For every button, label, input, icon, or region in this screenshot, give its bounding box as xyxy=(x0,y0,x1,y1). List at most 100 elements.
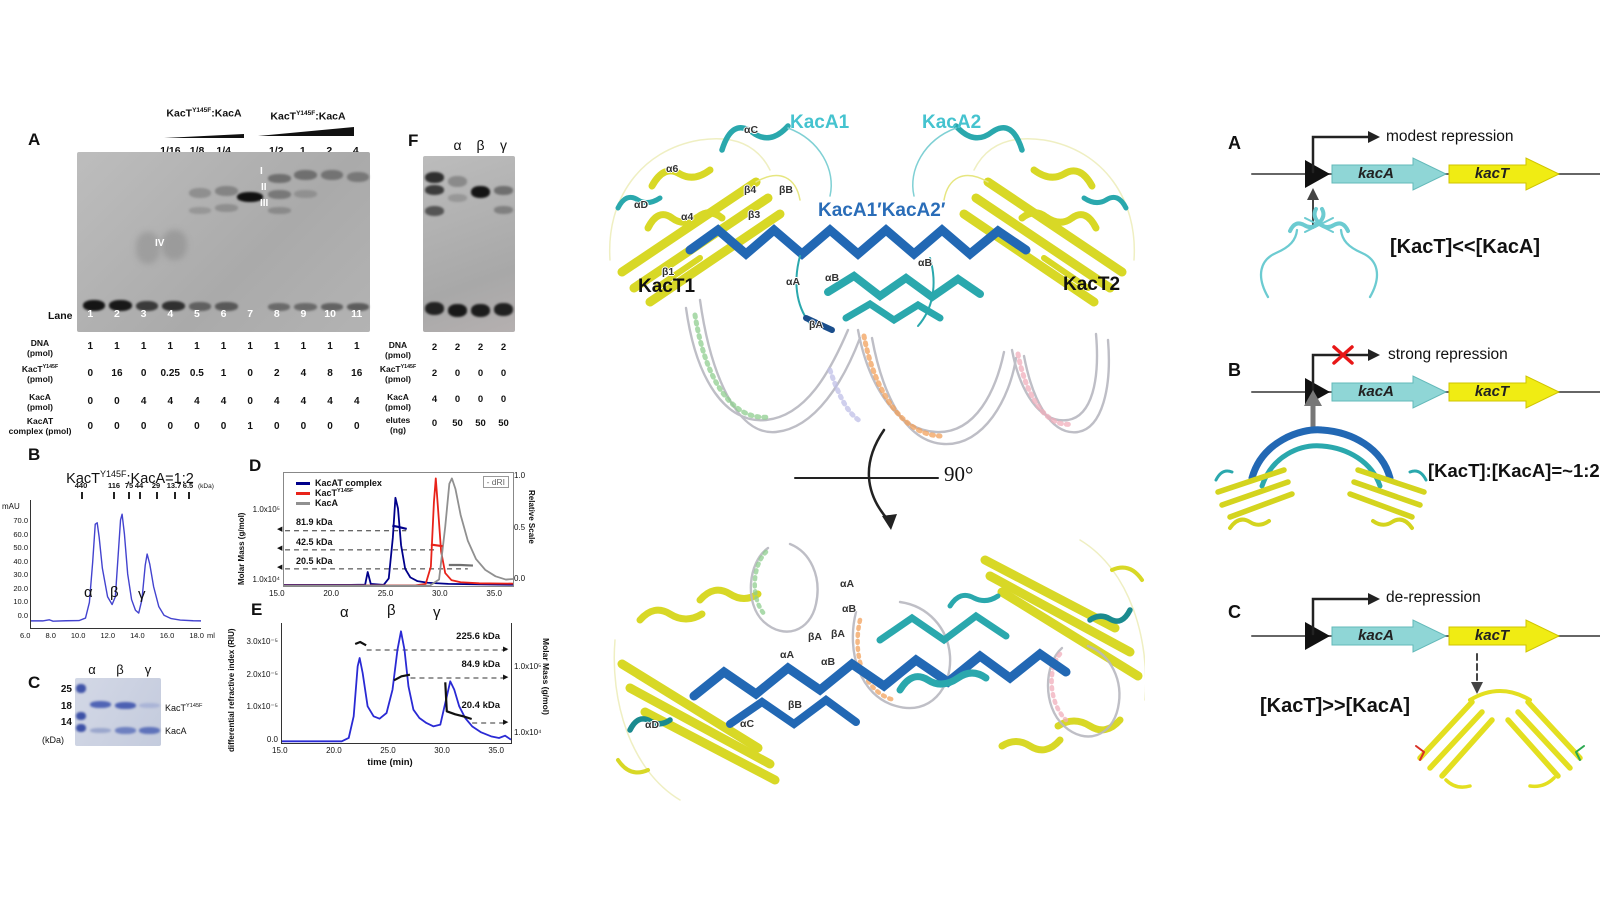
band-label-III: III xyxy=(260,198,269,209)
model-c-outcome: de-repression xyxy=(1386,589,1481,606)
table-cell: 0 xyxy=(300,421,307,432)
structure-art xyxy=(608,95,1145,801)
marker-tick xyxy=(113,492,115,499)
table-cell: 1 xyxy=(247,421,253,432)
titration-wedge-thick xyxy=(258,127,354,136)
marker-29: 29 xyxy=(151,481,161,490)
marker-size: 25 xyxy=(60,684,72,695)
table-cell: 1 xyxy=(220,341,227,352)
table-cell: 0 xyxy=(477,394,484,405)
e-right-tick-2: 1.0x10⁴ xyxy=(514,728,542,737)
gel-band xyxy=(448,304,467,317)
model-c-label: C xyxy=(1228,602,1241,622)
lane-number: 11 xyxy=(351,308,363,320)
sec-yticks: 70.0 60.0 50.0 40.0 30.0 20.0 10.0 0.0 xyxy=(4,516,28,620)
legend-row: KacTY145F xyxy=(296,488,382,498)
row-label: KacA (pmol) xyxy=(385,391,411,412)
table-cell: 0 xyxy=(431,418,438,429)
mass-42.5 xyxy=(431,545,443,547)
gel-band xyxy=(115,727,136,734)
lane-number: 5 xyxy=(193,308,200,320)
kact-dimer-art xyxy=(1415,689,1585,789)
arrow-left-icon: ◀ xyxy=(277,564,283,571)
x-axis-unit: ml xyxy=(207,631,215,640)
panel-c-label: C xyxy=(28,673,41,692)
helix-label: αD xyxy=(645,719,660,731)
arrowhead xyxy=(1368,349,1380,361)
mass-84.9 xyxy=(394,675,410,681)
table-cell: 2 xyxy=(274,368,280,379)
lane-number: 10 xyxy=(324,308,336,320)
gel-band xyxy=(294,303,317,311)
x-tick: 18.0 xyxy=(189,631,204,640)
d-right-axis-label: Relative Scale xyxy=(527,490,536,544)
sec-plot-area: α β γ xyxy=(30,500,201,629)
gel-band xyxy=(139,727,160,734)
gel-band xyxy=(136,301,158,311)
table-cell: 1 xyxy=(194,341,200,352)
model-a-outcome: modest repression xyxy=(1386,128,1514,145)
marker-tick xyxy=(128,492,130,499)
kact2-label: KacT2 xyxy=(1063,274,1121,295)
lane-header: γ xyxy=(144,662,152,677)
gel-band xyxy=(471,304,490,317)
gel-band xyxy=(448,194,467,202)
table-cell: 0.5 xyxy=(189,368,204,379)
transcription-arrow xyxy=(1311,353,1370,392)
gel-band xyxy=(83,300,105,311)
gel-band xyxy=(268,207,291,214)
row-values: 0 16 0 0.25 0.5 1 0 2 4 8 16 xyxy=(77,368,370,379)
rotation-axis-icon xyxy=(794,428,939,530)
helix-label: αB xyxy=(918,257,933,269)
kacat-complex xyxy=(284,498,513,585)
table-cell: 0 xyxy=(247,368,253,379)
model-c-relation: [KacT]>>[KacA] xyxy=(1260,695,1411,717)
kaca-helix xyxy=(842,299,944,325)
lane-header: α xyxy=(88,662,96,677)
table-cell: 0 xyxy=(167,421,174,432)
legend-swatch-red xyxy=(296,492,310,496)
gel-band xyxy=(162,301,185,311)
annotation-84.9: 84.9 kDa xyxy=(461,659,500,670)
dna-backbone-bottom xyxy=(749,542,1121,738)
kaca-helix xyxy=(824,271,984,302)
y-tick: 20.0 xyxy=(13,583,28,593)
mass-225.6 xyxy=(355,642,366,645)
gel-band xyxy=(115,702,136,709)
lane-word: Lane xyxy=(48,310,73,322)
e-right-tick-1: 1.0x10⁵ xyxy=(514,662,542,671)
gel-band xyxy=(215,204,238,212)
kaca xyxy=(284,478,513,585)
mass-81.9 xyxy=(392,526,406,529)
kaca-gene-arrow xyxy=(1331,619,1448,653)
rotation-angle: 90° xyxy=(944,462,974,486)
kaca-unstructured-art xyxy=(1259,207,1379,299)
row-label: KacAT complex (pmol) xyxy=(8,415,72,436)
marker-tick xyxy=(156,492,158,499)
e-xticks: 15.0 20.0 25.0 30.0 35.0 xyxy=(272,746,504,755)
helix-label: αA xyxy=(780,649,795,661)
y-tick: 0.0 xyxy=(17,610,28,620)
kaca-gene-label: kacA xyxy=(1358,165,1394,182)
table-cell: 8 xyxy=(327,368,333,379)
x-tick: 35.0 xyxy=(488,746,504,755)
e-peak-beta: β xyxy=(387,602,396,619)
x-tick: 25.0 xyxy=(380,746,396,755)
table-cell: 1 xyxy=(300,341,307,352)
table-cell: 0 xyxy=(194,421,200,432)
table-cell: 0 xyxy=(87,368,94,379)
row-label: elutes (ng) xyxy=(385,414,411,435)
marker-6.5: 6.5 xyxy=(182,481,194,490)
y-tick: 40.0 xyxy=(13,556,28,566)
table-cell: 0 xyxy=(140,368,147,379)
kact-gene-label: kacT xyxy=(1474,383,1510,400)
lane-number: 2 xyxy=(114,308,120,320)
titration-wedge-thin xyxy=(164,134,244,138)
model-b-outcome: strong repression xyxy=(1388,346,1508,363)
e-right-axis-label: Molar Mass (g/mol) xyxy=(541,638,551,715)
kaca-dimer-helices-bottom xyxy=(689,648,1071,701)
marker-size: 14 xyxy=(60,717,72,728)
dri-box: - dRI xyxy=(482,476,509,488)
table-cell: 0.25 xyxy=(160,368,180,379)
